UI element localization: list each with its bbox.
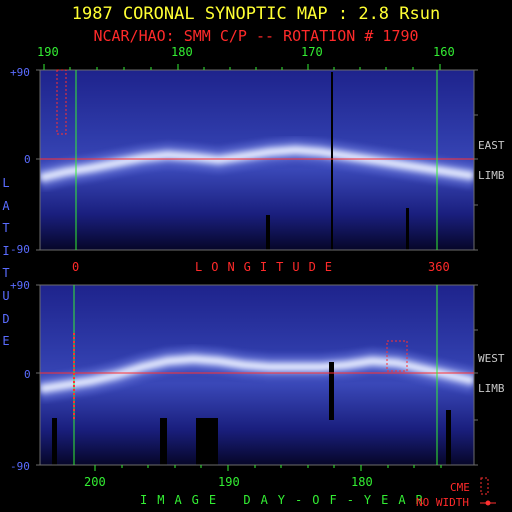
latitude-letter: E: [2, 334, 10, 349]
data-gap: [406, 208, 409, 250]
latitude-letter: D: [2, 311, 10, 326]
top-tick-label: 160: [433, 45, 455, 59]
doy-tick-label: 180: [351, 475, 373, 489]
lat-tick-label: 0: [24, 368, 31, 381]
cme-legend-icon: [480, 477, 496, 506]
lat-tick-label: +90: [10, 66, 30, 79]
west-label: WEST: [478, 352, 505, 365]
data-gap: [331, 72, 333, 250]
cme-marker: [56, 69, 67, 135]
lon-tick-label: 360: [428, 260, 450, 274]
doy-tick-label: 200: [84, 475, 106, 489]
data-gap: [52, 418, 57, 465]
latitude-letter: T: [2, 221, 10, 236]
lat-tick-label: +90: [10, 279, 30, 292]
latitude-letter: T: [2, 266, 10, 281]
data-gap: [446, 410, 451, 465]
bottom-streamer-belt: [40, 346, 474, 402]
latitude-letter: A: [2, 198, 10, 213]
latitude-ticks: [36, 69, 478, 466]
latitude-letter: L: [2, 176, 10, 190]
top-panel-frame: [39, 69, 475, 251]
bottom-panel-frame: [39, 284, 475, 466]
streamer-belt-band: [40, 356, 474, 392]
lat-tick-label: 0: [24, 153, 31, 166]
limb-label: LIMB: [478, 169, 505, 182]
no-width-legend-label: NO WIDTH: [416, 496, 469, 509]
bottom-axis-ticks: [94, 465, 442, 471]
east-label: EAST: [478, 139, 505, 152]
lat-tick-label: -90: [10, 460, 30, 473]
data-gap: [196, 418, 218, 465]
latitude-axis-label: L A T I T U D E: [0, 172, 12, 353]
data-gaps: [52, 72, 451, 465]
lat-tick-label: -90: [10, 243, 30, 256]
streamer-belt-band: [40, 147, 474, 181]
latitude-letter: I: [2, 243, 10, 258]
data-gap: [160, 418, 167, 465]
cme-legend-label: CME: [450, 481, 470, 494]
map-subtitle: NCAR/HAO: SMM C/P -- ROTATION # 1790: [93, 27, 419, 45]
top-tick-label: 180: [171, 45, 193, 59]
top-streamer-belt: [40, 137, 474, 191]
latitude-letter: U: [2, 288, 10, 303]
data-gap: [329, 362, 334, 420]
top-tick-label: 190: [37, 45, 59, 59]
map-title: 1987 CORONAL SYNOPTIC MAP : 2.8 Rsun: [71, 4, 441, 24]
cme-marker: [386, 340, 408, 372]
doy-tick-label: 190: [218, 475, 240, 489]
longitude-axis-label: LONGITUDE: [195, 260, 342, 274]
lon-tick-label: 0: [72, 260, 80, 274]
limb-label: LIMB: [478, 382, 505, 395]
data-gap: [266, 215, 270, 250]
doy-axis-label: IMAGE DAY-OF-YEAR: [140, 493, 433, 507]
top-tick-label: 170: [301, 45, 323, 59]
top-axis-ticks: [43, 64, 441, 70]
